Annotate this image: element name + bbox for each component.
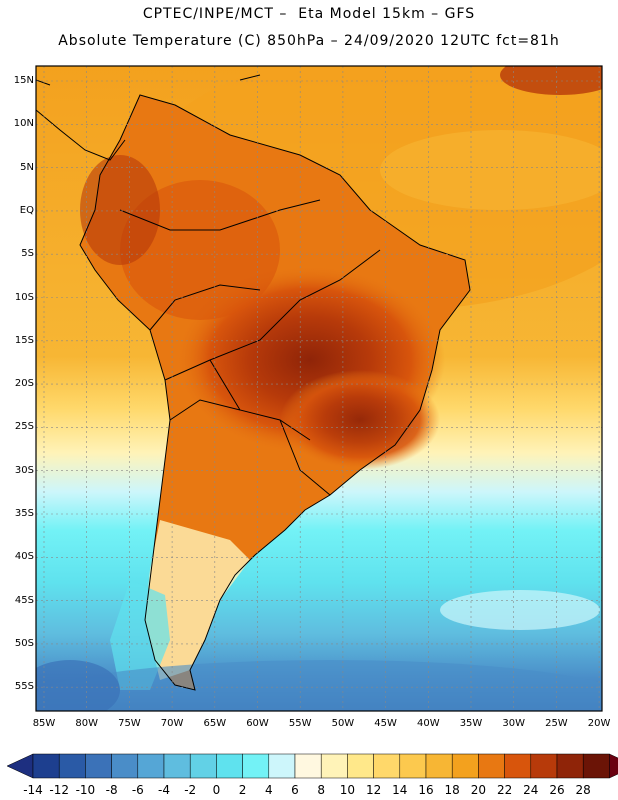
lon-label: 80W	[75, 718, 98, 729]
lat-label: 10S	[14, 291, 34, 303]
lon-label: 55W	[288, 718, 312, 729]
map-subtitle: Absolute Temperature (C) 850hPa – 24/09/…	[58, 33, 560, 49]
colorbar-swatch	[111, 753, 139, 779]
colorbar-swatch	[347, 753, 374, 779]
lon-label: 50W	[331, 718, 355, 729]
lat-label: EQ	[19, 204, 34, 216]
southern-cold-band	[36, 660, 602, 711]
colorbar-swatch	[85, 753, 112, 779]
colorbar-swatch	[268, 753, 296, 779]
lat-label: 10N	[13, 118, 34, 130]
lat-label: 15N	[13, 75, 34, 86]
colorbar-label: 20	[470, 783, 487, 797]
lat-label: 50S	[14, 637, 34, 649]
colorbar-swatch	[58, 753, 86, 779]
colorbar-label: 24	[523, 783, 539, 797]
colorbar-label: 26	[549, 783, 565, 797]
colorbar-swatch	[32, 753, 60, 779]
lon-label: 30W	[502, 718, 525, 729]
lon-label: 20W	[587, 718, 611, 729]
colorbar-label: 12	[365, 783, 382, 797]
central-america-coast	[36, 74, 261, 161]
lon-label: 65W	[203, 718, 227, 729]
colorbar-max-arrow	[609, 753, 618, 779]
map-frame	[35, 65, 603, 712]
country-borders	[119, 199, 381, 496]
colorbar-swatch	[399, 753, 427, 779]
colorbar-label: -8	[105, 783, 118, 797]
colorbar-swatch	[582, 753, 610, 779]
colorbar-label: -10	[75, 783, 96, 797]
lon-label: 25W	[545, 718, 568, 729]
lon-label: 85W	[32, 718, 56, 729]
colorbar-label: -14	[23, 783, 43, 797]
lat-label: 35S	[14, 508, 34, 519]
lon-label: 75W	[118, 718, 141, 729]
colorbar-label: 0	[212, 783, 221, 797]
coastline-borders	[36, 74, 471, 691]
lat-label: 30S	[14, 464, 34, 476]
colorbar-swatch	[242, 753, 270, 779]
colorbar-label: -12	[49, 783, 69, 797]
colorbar-label: 22	[496, 783, 513, 797]
colorbar-swatch	[137, 753, 165, 779]
lon-label: 60W	[246, 718, 269, 729]
lat-label: 5S	[21, 248, 34, 260]
caribbean-warm-spot	[500, 66, 602, 95]
colorbar-label: 4	[264, 783, 273, 797]
colorbar-swatch	[294, 753, 322, 779]
lon-label: 70W	[160, 718, 184, 729]
lon-label: 40W	[416, 718, 440, 729]
colorbar-swatch	[425, 753, 453, 779]
lon-label: 35W	[459, 718, 483, 729]
colorbar-label: 6	[291, 783, 299, 797]
colorbar-label: 18	[444, 783, 460, 797]
colorbar-label: 10	[339, 783, 356, 797]
colorbar-swatch	[320, 753, 348, 779]
colorbar-min-arrow	[6, 753, 34, 779]
temperature-field	[36, 66, 602, 711]
colorbar-swatch	[504, 753, 532, 779]
colorbar-label: -2	[184, 783, 197, 797]
coastline	[79, 94, 471, 691]
lat-label: 40S	[14, 551, 34, 563]
lat-label: 15S	[14, 334, 34, 346]
lat-label: 45S	[14, 594, 34, 606]
map-title: CPTEC/INPE/MCT – Eta Model 15km – GFS	[142, 6, 476, 22]
colorbar	[6, 753, 618, 779]
colorbar-label: 28	[575, 783, 591, 797]
colorbar-swatch	[478, 753, 505, 779]
colorbar-swatch	[189, 753, 217, 779]
colorbar-label: 8	[317, 783, 325, 797]
colorbar-label: -4	[158, 783, 170, 797]
colorbar-label: 14	[392, 783, 408, 797]
colorbar-label: -6	[131, 783, 144, 797]
colorbar-swatch	[163, 753, 191, 779]
colorbar-label: 16	[418, 783, 434, 797]
colorbar-swatch	[373, 753, 401, 779]
colorbar-swatch	[451, 753, 479, 779]
lat-label: 5N	[20, 161, 34, 173]
colorbar-swatch	[530, 753, 558, 779]
lat-label: 55S	[14, 681, 34, 693]
lat-label: 25S	[14, 421, 34, 433]
lat-label: 20S	[14, 378, 34, 390]
lon-label: 45W	[374, 718, 397, 729]
lat-lon-grid	[36, 66, 602, 711]
colorbar-label: 2	[238, 783, 247, 797]
colorbar-swatch	[216, 753, 243, 779]
colorbar-swatch	[556, 753, 584, 779]
